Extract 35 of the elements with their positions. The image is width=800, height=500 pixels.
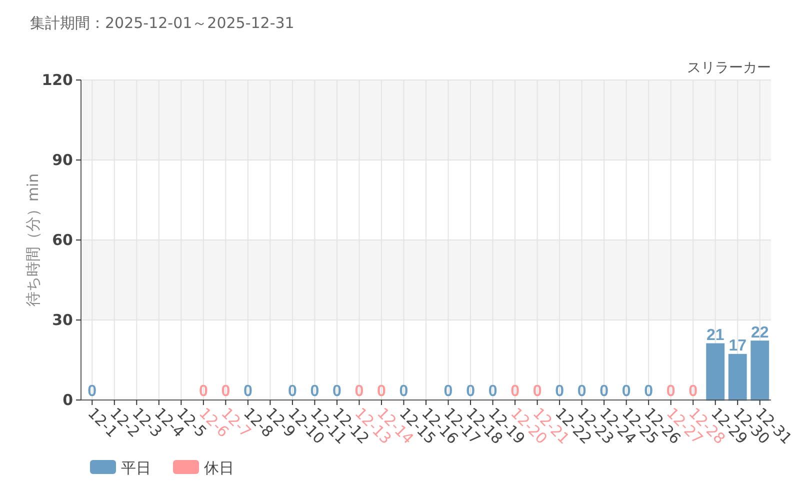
data-label: 0 [354, 383, 364, 400]
data-label: 0 [577, 383, 586, 400]
data-label: 0 [310, 383, 320, 400]
chart-subtitle: スリラーカー [687, 60, 771, 76]
data-label: 0 [288, 383, 297, 400]
legend-label: 休日 [204, 459, 234, 477]
data-label: 0 [688, 383, 698, 400]
data-label: 0 [466, 383, 476, 400]
data-label: 0 [198, 383, 208, 400]
y-tick-label: 90 [52, 151, 73, 169]
legend-label: 平日 [121, 459, 151, 477]
y-tick-label: 0 [62, 391, 73, 409]
data-label: 0 [444, 383, 453, 400]
data-label: 0 [600, 383, 609, 400]
data-label: 0 [666, 383, 676, 400]
data-label: 0 [332, 383, 342, 400]
data-label: 0 [399, 383, 408, 400]
y-tick-label: 60 [52, 231, 73, 249]
data-label: 0 [532, 383, 542, 400]
data-label: 0 [243, 383, 252, 400]
data-label: 21 [706, 327, 724, 344]
data-label: 0 [622, 383, 631, 400]
y-tick-label: 120 [42, 71, 73, 89]
data-label: 0 [555, 383, 564, 400]
data-label: 17 [728, 338, 747, 355]
data-label: 0 [510, 383, 520, 400]
y-axis-title: 待ち時間（分）min [24, 173, 42, 307]
data-label: 0 [221, 383, 230, 400]
data-label: 0 [377, 383, 386, 400]
data-label: 0 [88, 383, 97, 400]
chart-title: 集計期間：2025-12-01～2025-12-31 [30, 14, 294, 32]
y-tick-label: 30 [52, 311, 73, 329]
data-label: 0 [644, 383, 654, 400]
data-label: 22 [750, 324, 769, 342]
data-label: 0 [488, 383, 498, 400]
